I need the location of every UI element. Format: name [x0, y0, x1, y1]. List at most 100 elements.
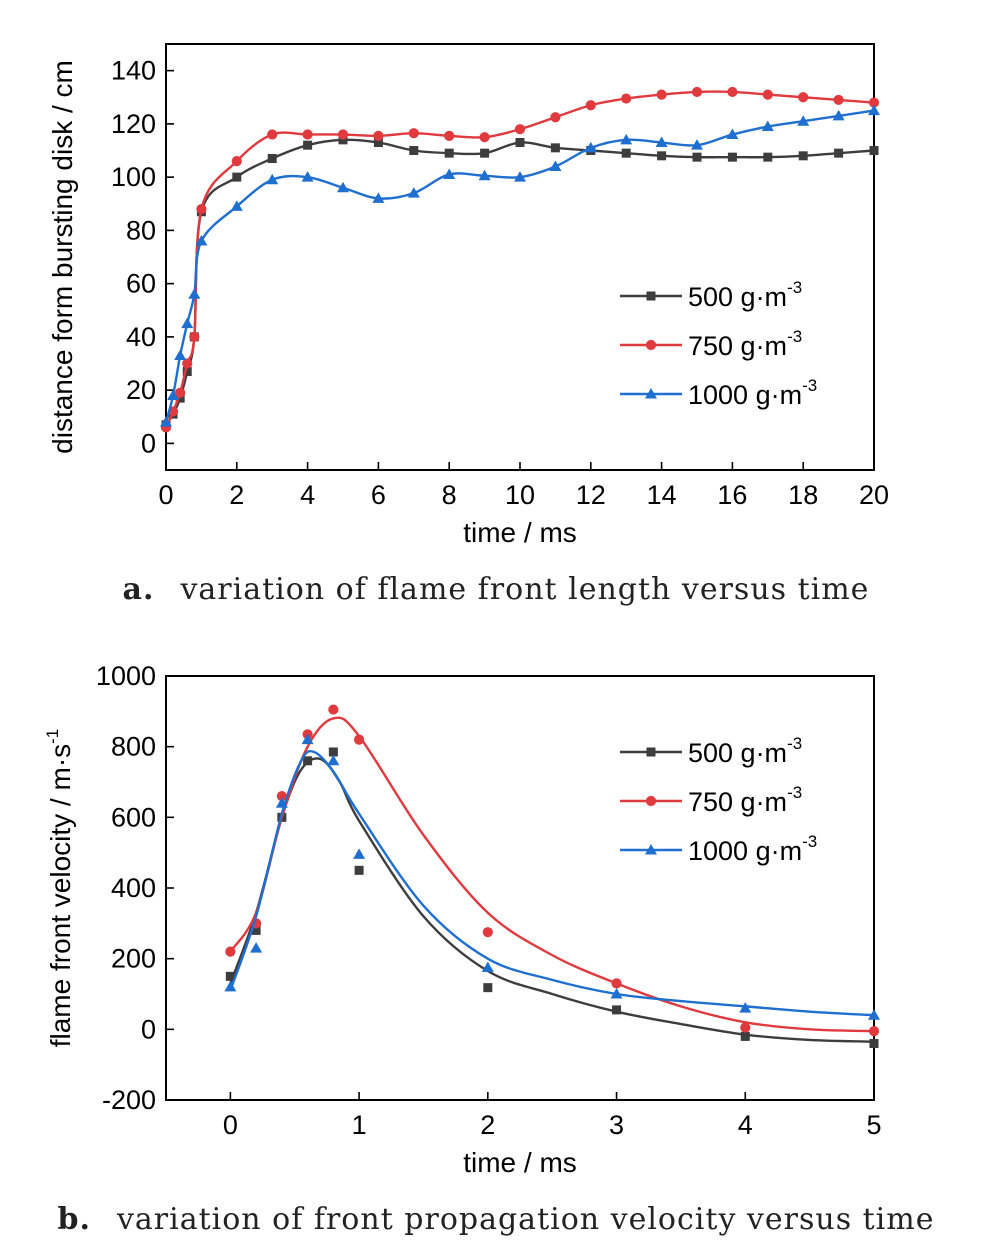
a-x-tick-label: 6	[371, 480, 386, 510]
b-legend-marker	[646, 747, 656, 757]
a-data-point	[727, 152, 737, 162]
b-y-axis-title-sup: -1	[43, 729, 62, 744]
b-legend-label-sup: -3	[787, 734, 802, 753]
a-legend-label-sup: -3	[787, 278, 802, 297]
a-data-point	[655, 136, 668, 148]
a-data-point	[444, 148, 454, 158]
a-data-point	[373, 138, 383, 148]
b-data-point	[482, 927, 493, 938]
a-x-tick-label: 20	[859, 480, 889, 510]
chart-a: 0 2 4 6 8 10 12 14 16 18 20 0 20 40 60 80 100 120 140 time …	[47, 43, 889, 548]
caption-b-letter: b.	[57, 1202, 91, 1237]
a-data-point	[798, 151, 808, 161]
a-legend-label: 750 g·m-3	[688, 327, 802, 361]
a-x-tick-label: 8	[442, 480, 457, 510]
b-x-tick-label: 1	[352, 1110, 367, 1140]
b-data-point	[328, 704, 339, 715]
a-data-point	[302, 129, 313, 140]
b-y-axis-title: flame front velocity / m·s-1	[43, 729, 76, 1048]
b-data-point	[301, 733, 314, 745]
a-data-point	[408, 128, 419, 139]
a-data-point	[691, 86, 703, 98]
b-data-point	[275, 797, 288, 808]
a-data-point	[550, 112, 561, 123]
a-data-point	[195, 235, 208, 246]
a-data-point	[868, 97, 880, 108]
b-legend-label-text: 500 g·m	[688, 738, 787, 768]
b-data-point	[224, 980, 237, 992]
a-legend-marker	[645, 388, 657, 399]
b-legend-label-text: 1000 g·m	[688, 836, 802, 866]
b-data-point	[225, 946, 236, 957]
a-data-point	[480, 148, 490, 158]
a-legend-label-text: 750 g·m	[688, 331, 787, 361]
caption-b: b. variation of front propagation velocit…	[0, 1202, 992, 1237]
a-data-point	[549, 160, 562, 171]
b-legend-marker	[645, 844, 657, 855]
a-data-point	[444, 130, 455, 141]
a-data-point	[656, 89, 667, 100]
a-data-point	[585, 100, 596, 111]
b-data-point	[303, 756, 313, 766]
a-data-point	[267, 129, 278, 140]
a-data-point	[726, 128, 739, 140]
chart-b: 0 1 2 3 4 5 -200 0 200 400 600 800 1000 time / ms flam…	[43, 661, 882, 1178]
a-legend-label-text: 1000 g·m	[688, 380, 802, 410]
a-y-tick-label: 60	[126, 269, 156, 299]
caption-a-letter: a.	[122, 572, 155, 607]
b-x-tick-label: 5	[866, 1110, 881, 1140]
a-data-point	[337, 181, 349, 193]
b-y-tick-label: 0	[141, 1014, 156, 1044]
a-y-axis-title-text: distance form bursting disk / cm	[47, 60, 78, 454]
b-data-point	[354, 865, 364, 875]
a-data-point	[301, 171, 314, 182]
b-legend-marker	[645, 795, 657, 807]
a-data-point	[337, 129, 349, 140]
b-data-point	[251, 925, 261, 935]
a-data-point	[175, 393, 185, 403]
b-series-2	[224, 733, 880, 1020]
a-data-point	[372, 192, 385, 203]
a-data-point	[189, 331, 200, 342]
a-data-point	[550, 143, 560, 153]
a-data-point	[407, 187, 420, 198]
a-data-point	[409, 146, 419, 155]
a-data-point	[174, 349, 187, 361]
a-legend-label: 500 g·m-3	[688, 278, 802, 312]
b-data-point	[353, 734, 365, 745]
b-data-point	[276, 791, 287, 802]
caption-a: a. variation of flame front length versus…	[0, 572, 992, 607]
b-data-point	[868, 1009, 880, 1020]
a-legend-label-sup: -3	[802, 376, 817, 395]
a-data-point	[232, 172, 242, 182]
a-data-point	[267, 153, 277, 163]
a-data-point	[303, 140, 313, 150]
b-y-tick-label: 200	[111, 944, 156, 974]
a-data-point	[373, 130, 384, 141]
a-legend-marker	[646, 291, 656, 301]
b-data-point	[327, 754, 340, 766]
b-data-point	[740, 1022, 751, 1033]
a-data-point	[761, 120, 774, 132]
a-data-point	[175, 387, 186, 398]
a-data-point	[266, 173, 279, 185]
a-data-point	[832, 109, 845, 121]
a-data-point	[188, 288, 201, 299]
b-data-point	[483, 983, 493, 993]
a-data-point	[181, 317, 194, 329]
caption-a-text: variation of flame front length versus t…	[180, 572, 870, 607]
a-y-tick-label: 120	[111, 109, 156, 139]
b-y-tick-label: -200	[102, 1085, 156, 1115]
a-data-point	[834, 148, 844, 158]
a-x-tick-label: 10	[505, 480, 535, 510]
a-data-point	[868, 104, 880, 116]
a-data-point	[514, 124, 526, 135]
a-data-point	[763, 152, 773, 162]
b-legend-label-sup: -3	[787, 783, 802, 802]
b-x-axis-title: time / ms	[463, 1147, 577, 1178]
b-y-tick-label: 400	[111, 873, 156, 903]
a-data-point	[798, 92, 809, 103]
